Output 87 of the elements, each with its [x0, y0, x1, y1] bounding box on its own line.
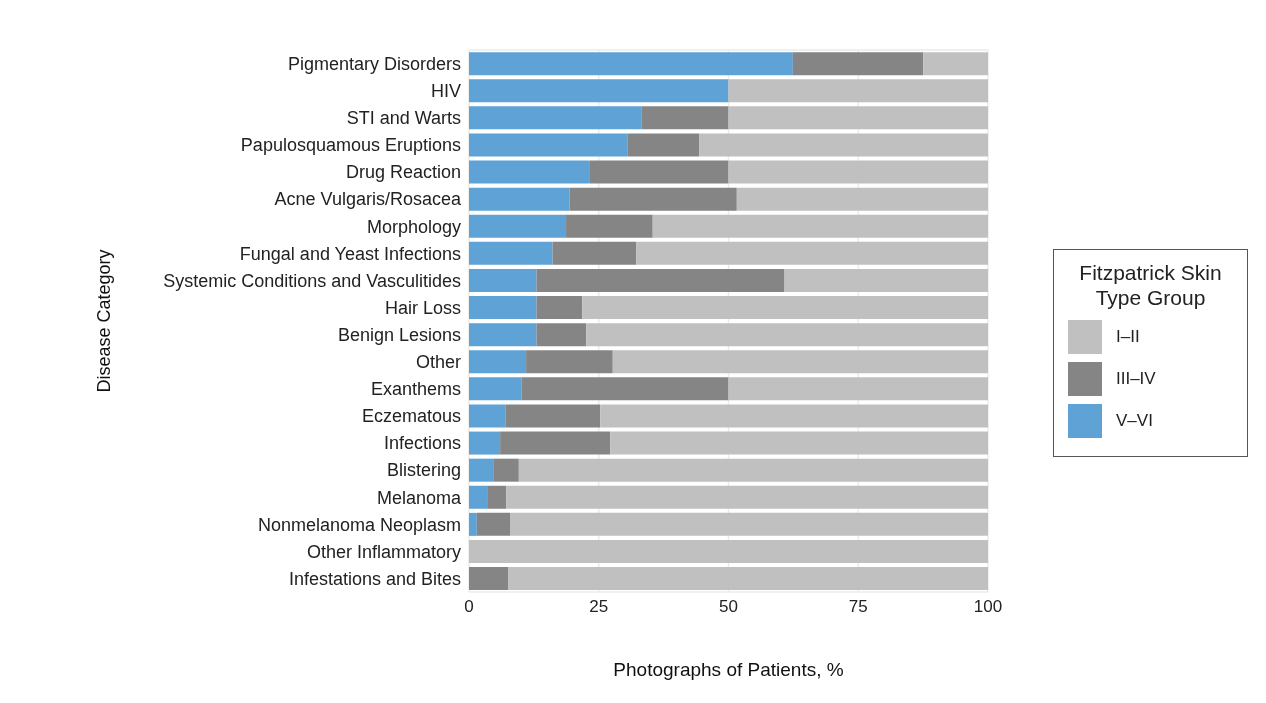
- legend-label: I–II: [1116, 327, 1140, 348]
- y-tick-label: HIV: [430, 81, 461, 102]
- bar: [469, 404, 506, 428]
- bar: [552, 241, 637, 265]
- y-tick-label: Papulosquamous Eruptions: [240, 135, 461, 156]
- y-tick-label: Other: [415, 352, 461, 373]
- bar: [641, 106, 729, 130]
- bar: [508, 567, 988, 591]
- x-tick-label: 75: [848, 597, 868, 617]
- x-tick-label: 50: [719, 597, 738, 617]
- bar: [636, 241, 988, 265]
- bar: [476, 512, 511, 536]
- bar: [600, 404, 988, 428]
- y-tick-label: Benign Lesions: [337, 324, 461, 345]
- bar: [589, 160, 729, 184]
- y-tick-label: Infestations and Bites: [288, 568, 461, 589]
- y-tick-label: Exanthems: [370, 379, 461, 400]
- x-tick-label: 25: [589, 597, 609, 617]
- bar: [469, 567, 509, 591]
- bar: [487, 485, 507, 509]
- bar: [586, 323, 988, 347]
- bar: [521, 377, 729, 401]
- bar: [469, 458, 494, 482]
- y-tick-label: Blistering: [386, 460, 461, 481]
- bar: [493, 458, 519, 482]
- legend-title: Fitzpatrick Skin Type Group: [1078, 259, 1223, 311]
- bar: [792, 52, 924, 76]
- bar: [923, 52, 988, 76]
- bar: [784, 268, 988, 292]
- y-tick-label: Other Inflammatory: [306, 541, 461, 562]
- bar: [469, 79, 729, 103]
- bar: [612, 350, 988, 374]
- y-tick-label: Acne Vulgaris/Rosacea: [274, 189, 462, 210]
- y-tick-label: Infections: [383, 433, 461, 454]
- x-tick-label: 0: [464, 597, 474, 617]
- bar: [699, 133, 988, 157]
- bar: [469, 431, 501, 455]
- bar: [728, 377, 988, 401]
- x-axis-title: Photographs of Patients, %: [613, 659, 844, 680]
- bar: [469, 133, 628, 157]
- bar: [569, 187, 737, 211]
- legend-label: III–IV: [1116, 369, 1156, 390]
- bar: [469, 214, 567, 238]
- bar: [500, 431, 611, 455]
- bar: [469, 350, 527, 374]
- y-tick-label: STI and Warts: [346, 108, 461, 129]
- bar: [728, 160, 988, 184]
- bar: [469, 296, 537, 320]
- bar: [469, 539, 988, 563]
- y-axis-title: Disease Category: [94, 249, 115, 393]
- y-tick-label: Hair Loss: [384, 297, 461, 318]
- y-tick-label: Morphology: [366, 216, 461, 237]
- bar: [469, 323, 537, 347]
- bar: [536, 296, 583, 320]
- bar: [469, 377, 522, 401]
- bar: [469, 52, 793, 76]
- y-tick-label: Pigmentary Disorders: [287, 53, 461, 74]
- bar: [728, 79, 988, 103]
- y-tick-label: Fungal and Yeast Infections: [239, 243, 461, 264]
- bar: [610, 431, 988, 455]
- bar: [506, 485, 988, 509]
- bar: [469, 160, 590, 184]
- bar: [526, 350, 613, 374]
- y-tick-label: Melanoma: [376, 487, 462, 508]
- y-tick-label: Systemic Conditions and Vasculitides: [163, 270, 461, 291]
- bar: [536, 268, 785, 292]
- bar: [505, 404, 601, 428]
- bar: [627, 133, 700, 157]
- bar: [728, 106, 988, 130]
- y-tick-label: Eczematous: [361, 406, 461, 427]
- x-tick-label: 100: [973, 597, 1003, 617]
- bar: [510, 512, 988, 536]
- bar: [518, 458, 988, 482]
- bar: [736, 187, 988, 211]
- bar: [469, 268, 537, 292]
- bar: [469, 512, 477, 536]
- legend-label: V–VI: [1116, 411, 1153, 432]
- y-tick-label: Nonmelanoma Neoplasm: [257, 514, 461, 535]
- bar: [536, 323, 587, 347]
- bar: [582, 296, 988, 320]
- bar: [652, 214, 988, 238]
- bar: [469, 485, 488, 509]
- y-tick-label: Drug Reaction: [345, 162, 461, 183]
- bar: [566, 214, 653, 238]
- bar: [469, 241, 553, 265]
- bar: [469, 187, 570, 211]
- bar: [469, 106, 642, 130]
